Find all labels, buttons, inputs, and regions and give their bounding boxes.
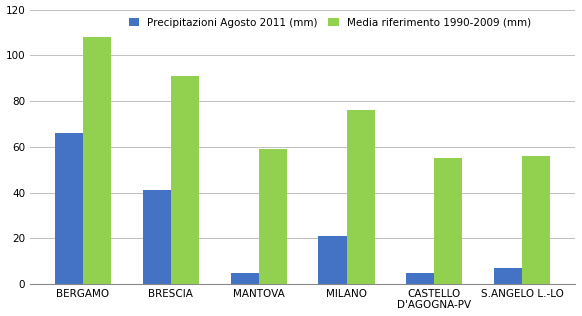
Bar — [143, 190, 171, 284]
Bar — [434, 158, 463, 284]
Legend: Precipitazioni Agosto 2011 (mm), Media riferimento 1990-2009 (mm): Precipitazioni Agosto 2011 (mm), Media r… — [126, 15, 534, 31]
Bar — [346, 110, 375, 284]
Bar — [55, 133, 83, 284]
Bar — [406, 272, 434, 284]
Bar — [171, 76, 199, 284]
Bar — [230, 272, 258, 284]
Bar — [258, 149, 287, 284]
Bar — [494, 268, 522, 284]
Bar — [522, 156, 550, 284]
Bar — [318, 236, 346, 284]
Bar — [83, 37, 111, 284]
